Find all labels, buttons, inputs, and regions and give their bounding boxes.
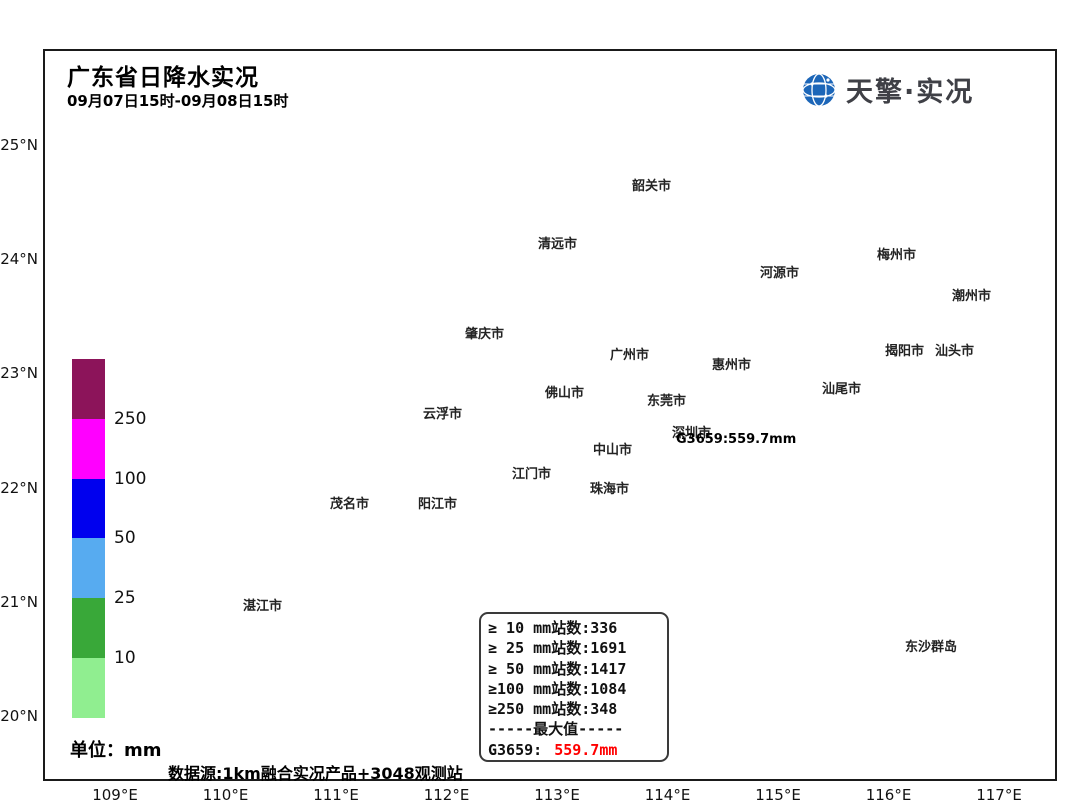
- legend-segment: [72, 598, 105, 658]
- island-label: 东沙群岛: [905, 640, 958, 655]
- max-station-id: G3659:: [488, 740, 543, 759]
- max-station-value: 559.7mm: [554, 740, 618, 759]
- legend-segment: [72, 658, 105, 718]
- max-value-header: -----最大值-----: [488, 720, 624, 739]
- station-count-line: ≥100 mm站数:1084: [488, 679, 627, 698]
- y-tick-label: 22°N: [0, 478, 38, 497]
- page-title: 广东省日降水实况: [67, 65, 259, 91]
- brand-text: 天擎·实况: [846, 77, 975, 108]
- city-label: 广州市: [610, 348, 650, 363]
- city-label: 惠州市: [712, 358, 752, 373]
- legend-colorbar: 250 100 50 25 10: [72, 359, 146, 718]
- x-tick-label: 117°E: [976, 786, 1022, 804]
- city-label: 云浮市: [423, 407, 463, 422]
- station-count-line: ≥250 mm站数:348: [488, 700, 618, 719]
- x-tick-label: 113°E: [534, 786, 580, 804]
- legend-segment: [72, 359, 105, 419]
- y-tick-label: 20°N: [0, 707, 38, 725]
- city-label: 佛山市: [545, 386, 585, 401]
- city-label: 韶关市: [632, 179, 672, 194]
- city-label: 汕头市: [935, 344, 975, 359]
- city-label: 河源市: [760, 266, 800, 281]
- legend-segment: [72, 418, 105, 479]
- legend-threshold-label: 50: [114, 528, 136, 549]
- y-tick-label: 24°N: [0, 250, 38, 269]
- globe-network-icon: [802, 72, 836, 107]
- legend-segment: [72, 478, 105, 539]
- y-tick-label: 25°N: [0, 136, 38, 154]
- legend-threshold-label: 100: [114, 468, 147, 489]
- legend-threshold-label: 250: [114, 408, 147, 429]
- station-count-line: ≥ 10 mm站数:336: [488, 619, 618, 637]
- station-stats-box: ≥ 10 mm站数:336 ≥ 25 mm站数:1691 ≥ 50 mm站数:141…: [479, 612, 669, 762]
- y-tick-label: 21°N: [0, 592, 38, 611]
- x-tick-label: 116°E: [865, 786, 912, 804]
- city-label: 汕尾市: [822, 382, 862, 397]
- station-count-lines: ≥ 10 mm站数:336 ≥ 25 mm站数:1691 ≥ 50 mm站数:141…: [488, 618, 660, 719]
- x-tick-label: 111°E: [313, 786, 359, 804]
- x-tick-label: 112°E: [423, 786, 470, 804]
- city-label: 清远市: [538, 237, 578, 252]
- x-tick-label: 110°E: [202, 786, 249, 804]
- x-tick-label: 114°E: [644, 786, 691, 804]
- city-label: 潮州市: [952, 289, 992, 304]
- max-point-annotation: G3659:559.7mm: [676, 432, 797, 447]
- city-label: 阳江市: [418, 497, 458, 512]
- station-count-line: ≥ 25 mm站数:1691: [488, 639, 627, 658]
- legend-unit-label: 单位：mm: [70, 740, 162, 761]
- city-label: 珠海市: [590, 482, 630, 497]
- legend-segment: [72, 538, 105, 599]
- max-value-line: G3659: 559.7mm: [488, 740, 660, 760]
- page-subtitle: 09月07日15时-09月08日15时: [67, 92, 289, 110]
- city-label: 肇庆市: [465, 327, 505, 342]
- city-label: 深圳市: [672, 426, 712, 441]
- city-label: 揭阳市: [885, 344, 925, 359]
- city-label: 东莞市: [647, 394, 687, 409]
- brand-logo: 天擎·实况: [800, 70, 974, 109]
- legend-threshold-label: 10: [114, 648, 136, 668]
- x-tick-label: 109°E: [92, 786, 138, 804]
- station-count-line: ≥ 50 mm站数:1417: [488, 659, 627, 678]
- legend-threshold-label: 25: [114, 588, 136, 609]
- city-label: 中山市: [593, 443, 633, 458]
- city-label: 江门市: [512, 467, 552, 482]
- x-tick-label: 115°E: [755, 786, 801, 804]
- data-source-note: 数据源:1km融合实况产品+3048观测站: [168, 764, 463, 783]
- y-tick-label: 23°N: [0, 364, 38, 383]
- city-label: 湛江市: [243, 599, 283, 614]
- city-label: 梅州市: [877, 248, 917, 263]
- city-label: 茂名市: [330, 497, 370, 512]
